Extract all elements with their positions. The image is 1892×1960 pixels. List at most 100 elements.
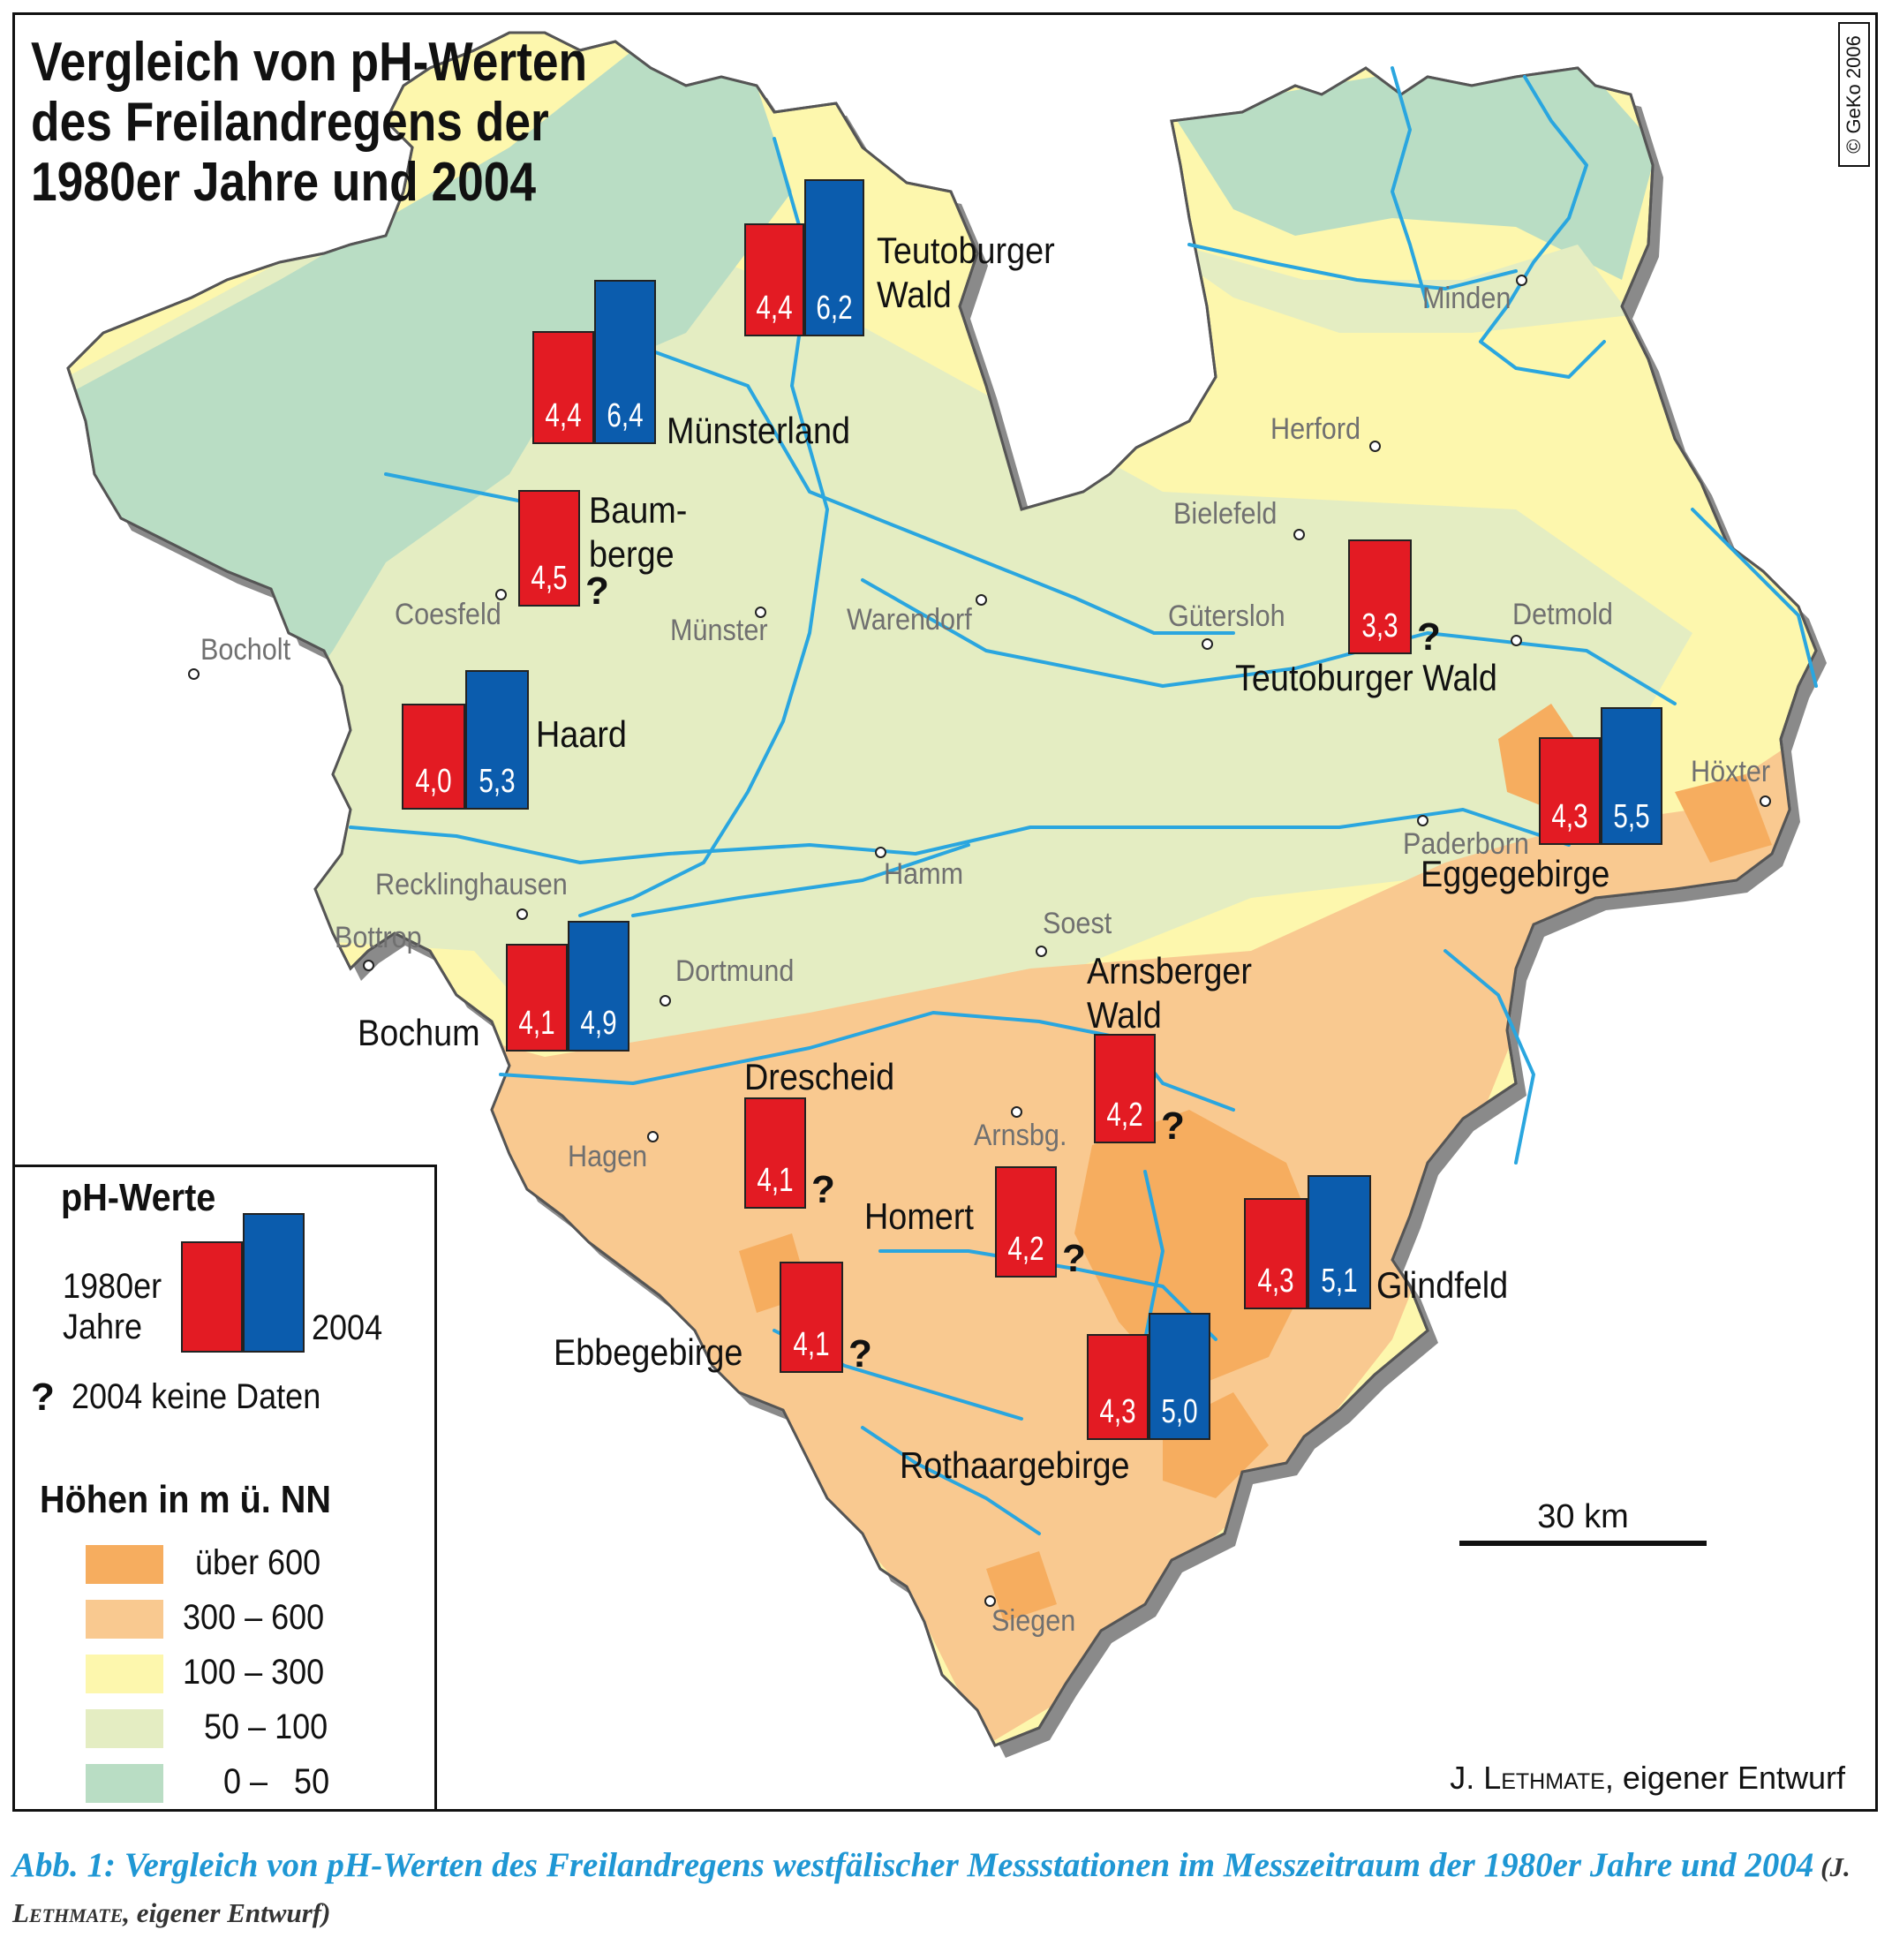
city-label-guetersloh: Gütersloh xyxy=(1168,599,1285,633)
legend-swatch-50-100 xyxy=(86,1709,163,1748)
legend-elev-label: über 600 xyxy=(195,1543,321,1582)
legend-label-2004: 2004 xyxy=(312,1308,383,1347)
city-dot-dortmund xyxy=(660,995,671,1006)
ph-value-1980s: 4,3 xyxy=(1257,1263,1294,1300)
bar-1980s: 4,4 xyxy=(532,331,594,444)
city-label-hagen: Hagen xyxy=(568,1140,648,1173)
map-title-line1: Vergleich von pH-Werten xyxy=(31,32,588,93)
city-dot-soest xyxy=(1036,946,1047,957)
bar-1980s: 4,1 xyxy=(780,1262,843,1373)
city-label-detmold: Detmold xyxy=(1512,598,1613,631)
rivers xyxy=(349,66,1818,1535)
map-frame: Vergleich von pH-Werten des Freilandrege… xyxy=(12,12,1878,1812)
city-label-herford: Herford xyxy=(1270,412,1361,446)
legend-ph-heading: pH-Werte xyxy=(61,1176,216,1219)
city-label-siegen: Siegen xyxy=(991,1604,1076,1638)
city-label-muenster: Münster xyxy=(670,614,768,647)
city-label-hoexter: Höxter xyxy=(1691,755,1771,788)
no-data-marker: ? xyxy=(848,1332,872,1376)
bar-2004: 4,9 xyxy=(568,921,629,1052)
city-dot-herford xyxy=(1369,441,1381,452)
city-dot-hagen xyxy=(647,1131,659,1142)
ph-value-2004: 5,3 xyxy=(479,763,516,800)
no-data-marker: ? xyxy=(1062,1237,1086,1280)
legend-swatch-100-300 xyxy=(86,1655,163,1693)
copyright-text: © GeKo 2006 xyxy=(1843,35,1865,154)
ph-value-1980s: 4,1 xyxy=(757,1162,794,1199)
city-dot-arnsberg xyxy=(1011,1106,1022,1118)
ph-value-1980s: 4,3 xyxy=(1551,798,1588,835)
bar-2004: 5,3 xyxy=(465,670,529,810)
city-dot-bielefeld xyxy=(1293,529,1305,540)
city-dot-coesfeld xyxy=(495,589,507,600)
bar-2004: 5,5 xyxy=(1601,707,1662,845)
station-label: Teutoburger Wald xyxy=(877,230,1055,315)
city-label-minden: Minden xyxy=(1422,282,1511,315)
legend-elev-label: 0 – 50 xyxy=(223,1762,330,1801)
legend-swatch-0-50 xyxy=(86,1764,163,1803)
ph-value-2004: 5,0 xyxy=(1161,1393,1198,1430)
ph-value-2004: 5,1 xyxy=(1321,1263,1358,1300)
station-label: Teutoburger Wald xyxy=(1235,657,1497,698)
no-data-marker: ? xyxy=(1417,615,1441,659)
bar-2004: 5,0 xyxy=(1149,1313,1210,1440)
scale-bar-line xyxy=(1459,1541,1707,1546)
ph-value-1980s: 4,1 xyxy=(518,1005,555,1042)
city-dot-hoexter xyxy=(1760,795,1771,807)
city-label-dortmund: Dortmund xyxy=(675,954,795,988)
station-label: Homert xyxy=(864,1195,974,1237)
ph-value-2004: 4,9 xyxy=(580,1005,617,1042)
legend-elevation-heading: Höhen in m ü. NN xyxy=(40,1478,331,1521)
station-label: Glindfeld xyxy=(1376,1264,1509,1306)
bar-1980s: 4,5 xyxy=(518,490,580,607)
bar-1980s: 4,3 xyxy=(1087,1334,1149,1440)
city-dot-bottrop xyxy=(363,960,374,971)
ph-value-1980s: 4,1 xyxy=(793,1326,830,1363)
city-label-warendorf: Warendorf xyxy=(847,603,972,637)
city-label-arnsberg: Arnsbg. xyxy=(974,1119,1067,1152)
caption-text: Abb. 1: Vergleich von pH-Werten des Frei… xyxy=(12,1846,1814,1884)
bar-1980s: 4,3 xyxy=(1244,1198,1308,1309)
city-dot-warendorf xyxy=(976,594,987,606)
ph-value-2004: 6,4 xyxy=(607,397,644,434)
station-label: Bochum xyxy=(358,1012,480,1053)
legend-swatch-300-600 xyxy=(86,1600,163,1639)
legend-label-1980s: 1980er Jahre xyxy=(63,1267,162,1346)
city-dot-recklinghausen xyxy=(516,908,528,920)
bar-2004: 6,2 xyxy=(804,179,864,336)
elevation-zones xyxy=(68,50,1816,1745)
city-dot-bocholt xyxy=(188,668,200,680)
station-label: Arnsberger Wald xyxy=(1087,950,1252,1036)
station-label: Baum-berge xyxy=(589,489,688,575)
city-dot-minden xyxy=(1516,275,1527,286)
ph-value-1980s: 4,4 xyxy=(756,290,793,327)
caption-source: (J. Lethmate, eigener Entwurf) xyxy=(12,1851,1851,1928)
ph-value-2004: 5,5 xyxy=(1613,798,1650,835)
city-dot-guetersloh xyxy=(1202,638,1213,650)
city-dot-muenster xyxy=(755,607,766,618)
station-label: Münsterland xyxy=(667,410,851,451)
legend-swatch-over-600 xyxy=(86,1545,163,1584)
ph-value-2004: 6,2 xyxy=(816,290,853,327)
legend-bar-1980s xyxy=(181,1241,243,1353)
copyright-box: © GeKo 2006 xyxy=(1838,22,1870,167)
ph-value-1980s: 3,3 xyxy=(1361,607,1398,645)
city-label-recklinghausen: Recklinghausen xyxy=(375,868,568,901)
map-title-line2: des Freilandregens der xyxy=(31,92,549,153)
bar-1980s: 4,1 xyxy=(744,1097,806,1209)
legend-elev-label: 50 – 100 xyxy=(204,1707,328,1746)
city-dot-hamm xyxy=(875,847,886,858)
no-data-marker: ? xyxy=(585,569,609,613)
city-label-bielefeld: Bielefeld xyxy=(1173,497,1278,531)
map-title-line3: 1980er Jahre und 2004 xyxy=(31,152,537,213)
map-title: Vergleich von pH-Werten des Freilandrege… xyxy=(31,33,587,213)
city-label-bottrop: Bottrop xyxy=(335,921,422,954)
legend-no-data-label: 2004 keine Daten xyxy=(72,1377,321,1416)
station-label: Ebbegebirge xyxy=(554,1331,743,1373)
station-label: Eggegebirge xyxy=(1421,853,1610,894)
station-label: Drescheid xyxy=(744,1056,895,1097)
city-label-hamm: Hamm xyxy=(884,857,964,891)
station-label: Rothaargebirge xyxy=(900,1444,1130,1486)
bar-1980s: 3,3 xyxy=(1348,539,1412,654)
ph-value-1980s: 4,2 xyxy=(1106,1097,1143,1134)
